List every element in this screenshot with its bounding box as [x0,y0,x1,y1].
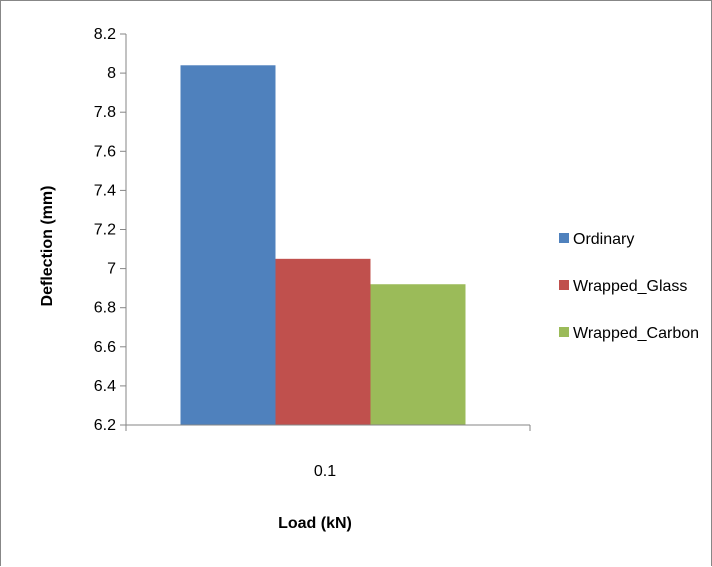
bar-wrapped-carbon [370,284,466,425]
legend-label-wrapped-carbon: Wrapped_Carbon [573,325,699,342]
bar-ordinary [180,65,276,425]
x-tick-label: 0.1 [314,463,336,480]
y-tick-label: 8.2 [94,26,116,43]
y-tick-label: 7.4 [94,182,116,199]
legend: Ordinary Wrapped_Glass Wrapped_Carbon [559,231,699,342]
bars [180,65,466,425]
y-tick-label: 7.6 [94,143,116,160]
y-tick-label: 6.4 [94,378,116,395]
y-axis-title: Deflection (mm) [39,186,56,307]
bar-wrapped-glass [275,258,371,425]
legend-label-ordinary: Ordinary [573,231,634,248]
x-axis-title: Load (kN) [278,515,352,532]
y-tick-label: 6.2 [94,417,116,434]
y-tick-label: 7.8 [94,104,116,121]
legend-swatch-ordinary [559,233,569,243]
legend-swatch-wrapped-carbon [559,327,569,337]
y-tick-label: 7.2 [94,222,116,239]
y-tick-label: 7 [107,261,116,278]
y-tick-label: 8 [107,65,116,82]
legend-label-wrapped-glass: Wrapped_Glass [573,278,687,295]
y-axis: 6.2 6.4 6.6 6.8 7 7.2 7.4 7.6 7.8 8 8.2 [94,26,127,434]
y-tick-label: 6.6 [94,339,116,356]
x-axis: 0.1 [125,424,531,480]
legend-swatch-wrapped-glass [559,280,569,290]
y-tick-label: 6.8 [94,300,116,317]
